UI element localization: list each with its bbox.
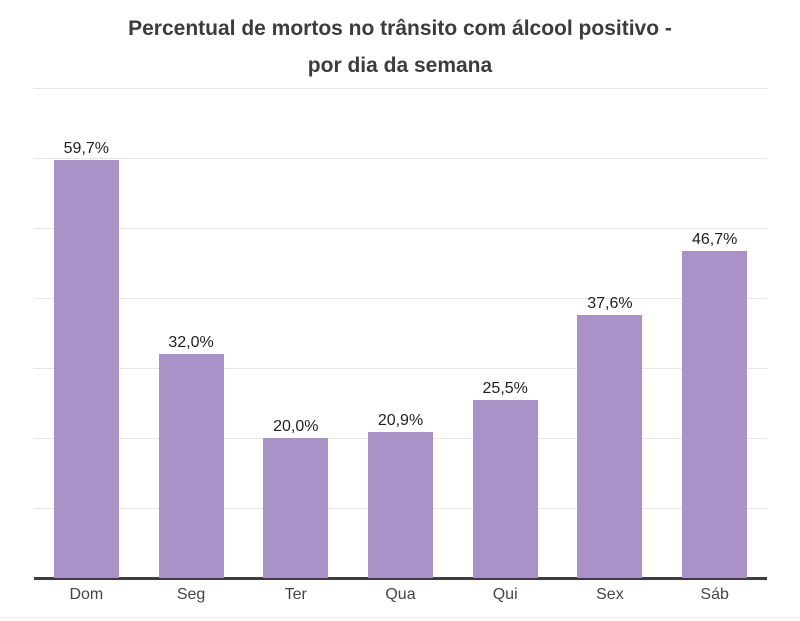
bar-value-label-ter: 20,0% (273, 418, 319, 435)
plot-area: 59,7% 32,0% 20,0% 20,9% 25,5% 37,6% 46,7% (34, 88, 767, 580)
bar-qui[interactable] (472, 399, 538, 578)
x-tick-label-ter: Ter (284, 586, 307, 603)
bar-value-label-qui: 25,5% (482, 379, 528, 397)
bar-dom[interactable] (53, 160, 119, 578)
bar-ter[interactable] (263, 438, 329, 578)
gridline-60 (34, 158, 767, 159)
gridline-50 (34, 228, 767, 229)
bottom-divider (0, 617, 800, 618)
x-axis-line (34, 577, 767, 580)
chart-title-line-2: por dia da semana (307, 54, 493, 77)
chart-title-line-1: Percentual de mortos no trânsito com álc… (128, 17, 672, 40)
gridline-40 (34, 298, 767, 299)
bar-value-label-dom: 59,7% (63, 140, 110, 158)
bar-value-label-seg: 32,0% (168, 334, 214, 351)
x-axis-tick-labels: Dom Seg Ter Qua Qui Sex Sáb (34, 585, 767, 605)
x-tick-label-dom: Dom (69, 586, 104, 603)
x-tick-label-sáb: Sáb (700, 586, 729, 603)
x-tick-label-seg: Seg (176, 586, 206, 603)
bar-sáb[interactable] (682, 251, 748, 578)
bar-qua[interactable] (368, 431, 433, 578)
bar-seg[interactable] (158, 354, 224, 578)
bar-value-label-sex: 37,6% (587, 294, 633, 312)
chart-title: Percentual de mortos no trânsito com álc… (0, 10, 800, 84)
x-tick-label-qui: Qui (492, 586, 518, 603)
bar-value-label-sáb: 46,7% (691, 231, 738, 249)
gridline-70 (34, 88, 767, 89)
gridline-30 (34, 368, 767, 369)
bar-sex[interactable] (577, 314, 643, 578)
bar-value-label-qua: 20,9% (377, 411, 424, 429)
x-tick-label-sex: Sex (596, 586, 624, 603)
x-tick-label-qua: Qua (385, 586, 416, 603)
